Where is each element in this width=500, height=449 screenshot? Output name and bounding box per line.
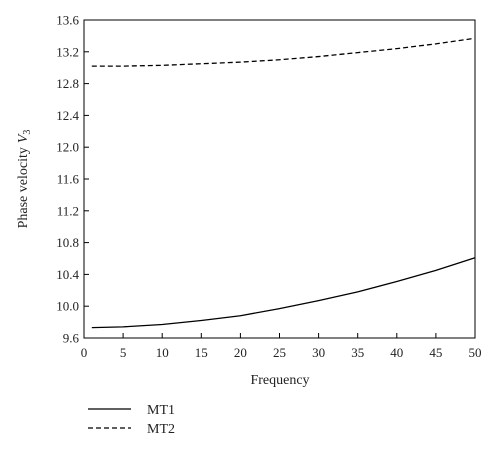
series-line-mt1 xyxy=(91,257,476,329)
legend-label-mt1: MT1 xyxy=(147,403,175,418)
x-tick-label: 50 xyxy=(469,345,482,360)
y-axis-title-symbol: V xyxy=(16,133,31,143)
ticks-layer: 0 5 10 15 20 25 30 35 40 45 50 9.6 10.0 10.4 10.8 11.2 1… xyxy=(56,13,481,361)
x-tick-label: 15 xyxy=(195,345,208,360)
y-axis-title: Phase velocity V3 xyxy=(16,130,33,229)
y-axis-title-text: Phase velocity xyxy=(16,147,31,228)
plot-frame xyxy=(83,19,476,339)
x-tick-label: 40 xyxy=(390,345,403,360)
y-tick-label: 10.8 xyxy=(56,235,79,250)
y-tick-label: 9.6 xyxy=(63,331,80,346)
series-line-mt2 xyxy=(91,37,476,67)
y-tick-label: 10.0 xyxy=(56,299,79,314)
y-axis-title-subscript: 3 xyxy=(22,130,33,135)
x-tick-label: 0 xyxy=(81,345,88,360)
x-tick-label: 25 xyxy=(273,345,286,360)
y-tick-label: 12.8 xyxy=(56,76,79,91)
legend-label-mt2: MT2 xyxy=(147,422,175,437)
x-tick-label: 35 xyxy=(351,345,364,360)
y-tick-label: 11.2 xyxy=(57,203,79,218)
x-tick-label: 5 xyxy=(120,345,127,360)
x-axis-title: Frequency xyxy=(250,373,309,388)
x-tick-label: 20 xyxy=(234,345,247,360)
y-tick-label: 11.6 xyxy=(57,172,80,187)
y-tick-label: 13.2 xyxy=(56,44,79,59)
y-tick-label: 10.4 xyxy=(56,267,79,282)
x-tick-label: 45 xyxy=(429,345,442,360)
x-tick-label: 10 xyxy=(156,345,169,360)
y-tick-label: 12.0 xyxy=(56,140,79,155)
x-tick-label: 30 xyxy=(312,345,325,360)
y-tick-label: 13.6 xyxy=(56,13,79,28)
series-layer xyxy=(91,37,476,329)
y-tick-label: 12.4 xyxy=(56,108,79,123)
